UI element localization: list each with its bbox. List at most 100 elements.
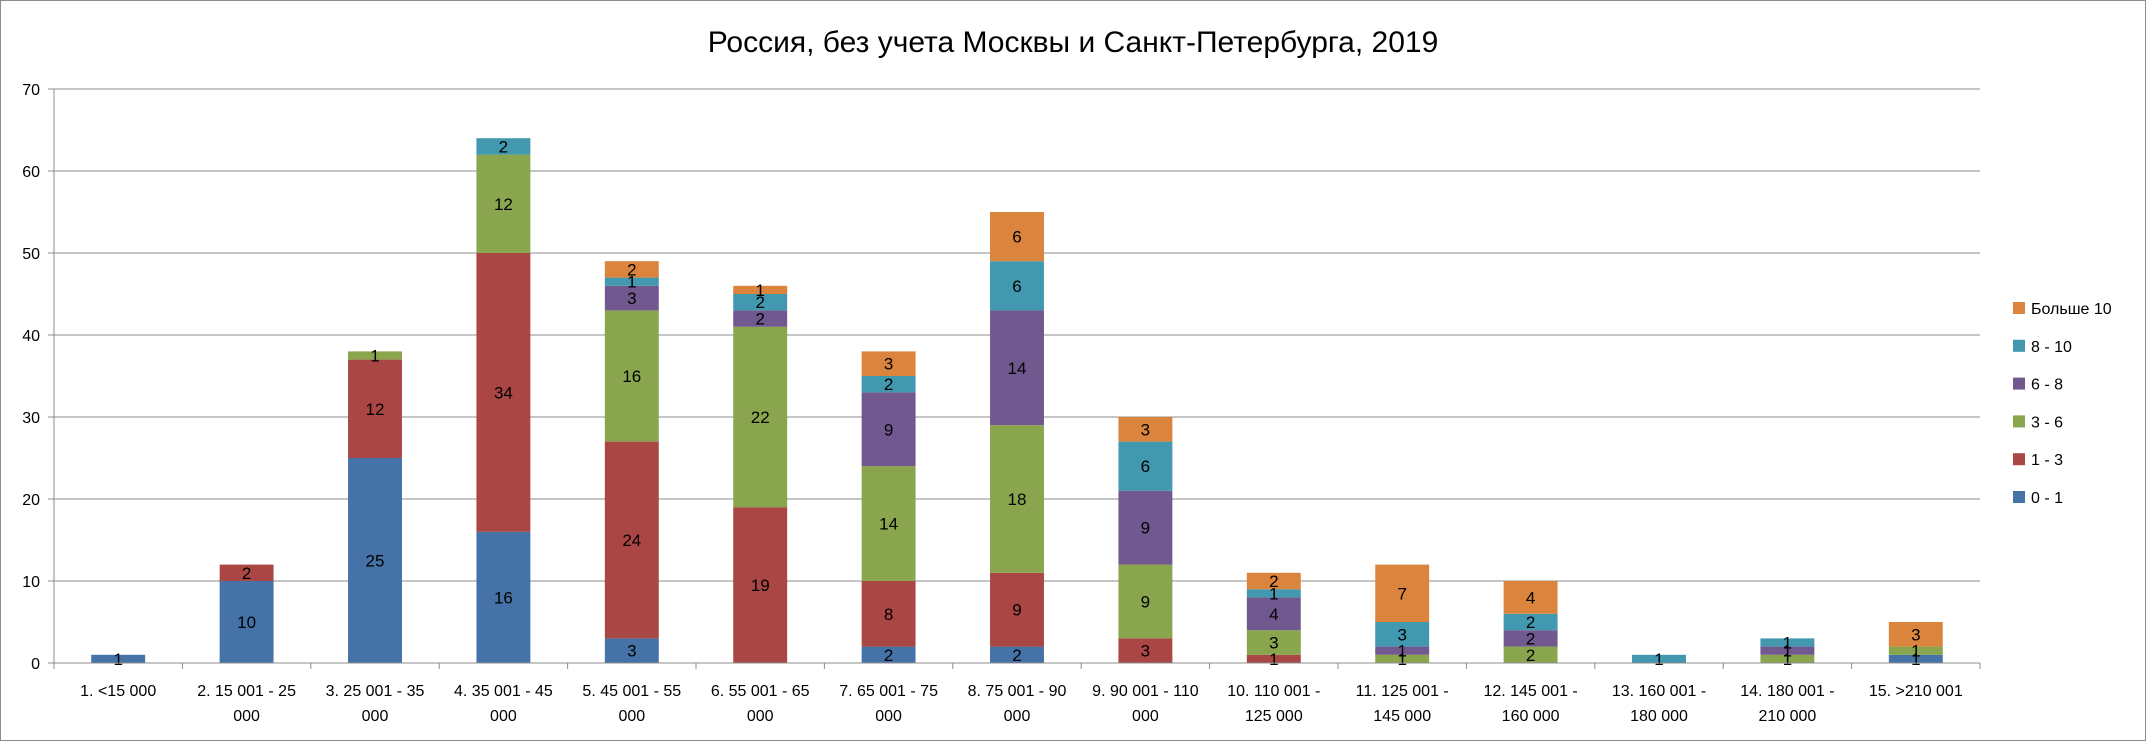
bar-segment bbox=[990, 572, 1044, 647]
x-tick-label: 15. >210 001 bbox=[1869, 683, 1963, 700]
y-tick-label: 0 bbox=[31, 656, 40, 673]
bar-segment bbox=[733, 326, 788, 508]
legend-label: 0 - 1 bbox=[2031, 490, 2063, 507]
bar-segment bbox=[476, 138, 531, 155]
data-label: 6 bbox=[1012, 228, 1021, 247]
data-label: 1 bbox=[1783, 642, 1792, 661]
legend-swatch bbox=[2013, 377, 2025, 390]
legend-swatch bbox=[2013, 491, 2025, 503]
bar-segment bbox=[91, 654, 146, 663]
bar-segment bbox=[1246, 597, 1301, 631]
bar-segment bbox=[1888, 654, 1943, 663]
bar-segment bbox=[990, 212, 1044, 262]
data-label: 1 bbox=[627, 273, 636, 292]
data-label: 2 bbox=[627, 260, 636, 279]
data-label: 1 bbox=[1783, 634, 1792, 653]
data-label: 1 bbox=[1911, 650, 1920, 669]
bar-segment bbox=[1503, 646, 1558, 663]
data-label: 3 bbox=[1911, 625, 1920, 644]
y-tick-label: 40 bbox=[22, 328, 40, 345]
bars bbox=[91, 138, 1943, 663]
bar-segment bbox=[733, 310, 788, 327]
data-label: 1 bbox=[1783, 650, 1792, 669]
legend-swatch bbox=[2013, 339, 2025, 352]
data-label: 2 bbox=[884, 375, 893, 394]
bar-segment bbox=[990, 310, 1044, 426]
data-label: 22 bbox=[751, 408, 770, 427]
bar-segment bbox=[1246, 654, 1301, 663]
x-tick-label: 1. <15 000 bbox=[80, 683, 156, 700]
data-label: 2 bbox=[1526, 613, 1535, 632]
data-label: 1 bbox=[1397, 642, 1406, 661]
bar-segment bbox=[476, 253, 531, 532]
data-label: 14 bbox=[879, 515, 898, 534]
data-label: 2 bbox=[1269, 572, 1278, 591]
data-label: 3 bbox=[1269, 634, 1278, 653]
bar-segment bbox=[1375, 564, 1430, 622]
data-label: 3 bbox=[627, 289, 636, 308]
x-tick-label: 2. 15 001 - 25 000 bbox=[197, 683, 296, 725]
x-tick-label: 7. 65 001 - 75 000 bbox=[839, 683, 938, 725]
data-label: 18 bbox=[1008, 490, 1027, 509]
axes: 0 10 20 30 40 50 60 70 1. <15 000 2. 15 001 - 25 0… bbox=[22, 82, 1981, 725]
bar-segment bbox=[348, 351, 402, 360]
y-tick-label: 30 bbox=[22, 410, 40, 427]
bar-segment bbox=[861, 392, 916, 467]
data-label: 4 bbox=[1526, 588, 1535, 607]
data-label: 24 bbox=[622, 531, 641, 550]
data-label: 3 bbox=[627, 642, 636, 661]
bar-segment bbox=[1375, 654, 1430, 663]
legend-label: 8 - 10 bbox=[2031, 339, 2072, 356]
legend-swatch bbox=[2013, 453, 2025, 466]
data-label: 1 bbox=[1269, 584, 1278, 603]
x-tick-label: 5. 45 001 - 55 000 bbox=[582, 683, 681, 725]
x-tick-label: 9. 90 001 - 110 000 bbox=[1092, 683, 1199, 725]
data-label: 2 bbox=[884, 646, 893, 665]
data-label: 16 bbox=[494, 588, 513, 607]
x-tick-label: 6. 55 001 - 65 000 bbox=[711, 683, 810, 725]
data-label: 3 bbox=[884, 355, 893, 374]
bar-segment bbox=[990, 646, 1044, 663]
legend: Больше 10 8 - 10 6 - 8 3 - 6 1 - 3 0 - 1 bbox=[2013, 301, 2112, 507]
x-tick-label: 11. 125 001 -145 000 bbox=[1356, 683, 1449, 725]
data-label: 1 bbox=[1269, 650, 1278, 669]
bar-segment bbox=[1375, 622, 1430, 647]
bar-segment bbox=[1503, 630, 1558, 647]
x-tick-label: 14. 180 001 -210 000 bbox=[1740, 683, 1834, 725]
bar-segment bbox=[1760, 654, 1815, 663]
legend-label: 1 - 3 bbox=[2031, 452, 2063, 469]
data-label: 2 bbox=[1012, 646, 1021, 665]
data-label: 12 bbox=[494, 195, 513, 214]
data-label: 2 bbox=[242, 564, 251, 583]
bar-segment bbox=[990, 261, 1044, 311]
legend-label: Больше 10 bbox=[2031, 301, 2112, 318]
data-label: 19 bbox=[751, 576, 770, 595]
data-label: 1 bbox=[1397, 650, 1406, 669]
legend-swatch bbox=[2013, 302, 2025, 314]
bar-segment bbox=[604, 285, 659, 311]
data-label: 10 bbox=[237, 613, 256, 632]
bar-segment bbox=[348, 458, 402, 663]
y-tick-label: 50 bbox=[22, 246, 40, 263]
bar-segment bbox=[1888, 646, 1943, 655]
legend-label: 3 - 6 bbox=[2031, 414, 2063, 431]
data-label: 1 bbox=[1654, 650, 1663, 669]
bar-segment bbox=[1118, 417, 1173, 442]
data-label: 6 bbox=[1141, 457, 1150, 476]
data-label: 1 bbox=[1911, 642, 1920, 661]
bar-segment bbox=[1503, 581, 1558, 614]
bar-segment bbox=[733, 294, 788, 311]
bar-segment bbox=[733, 285, 788, 294]
data-label: 2 bbox=[1526, 629, 1535, 648]
y-tick-label: 20 bbox=[22, 492, 40, 509]
data-label: 6 bbox=[1012, 277, 1021, 296]
x-tick-label: 3. 25 001 - 35 000 bbox=[326, 683, 425, 725]
data-label: 1 bbox=[370, 347, 379, 366]
bar-segment bbox=[1888, 622, 1943, 647]
data-label: 1 bbox=[755, 281, 764, 300]
x-tick-label: 10. 110 001 -125 000 bbox=[1227, 683, 1320, 725]
bar-segment bbox=[861, 351, 916, 376]
data-label: 12 bbox=[366, 400, 385, 419]
